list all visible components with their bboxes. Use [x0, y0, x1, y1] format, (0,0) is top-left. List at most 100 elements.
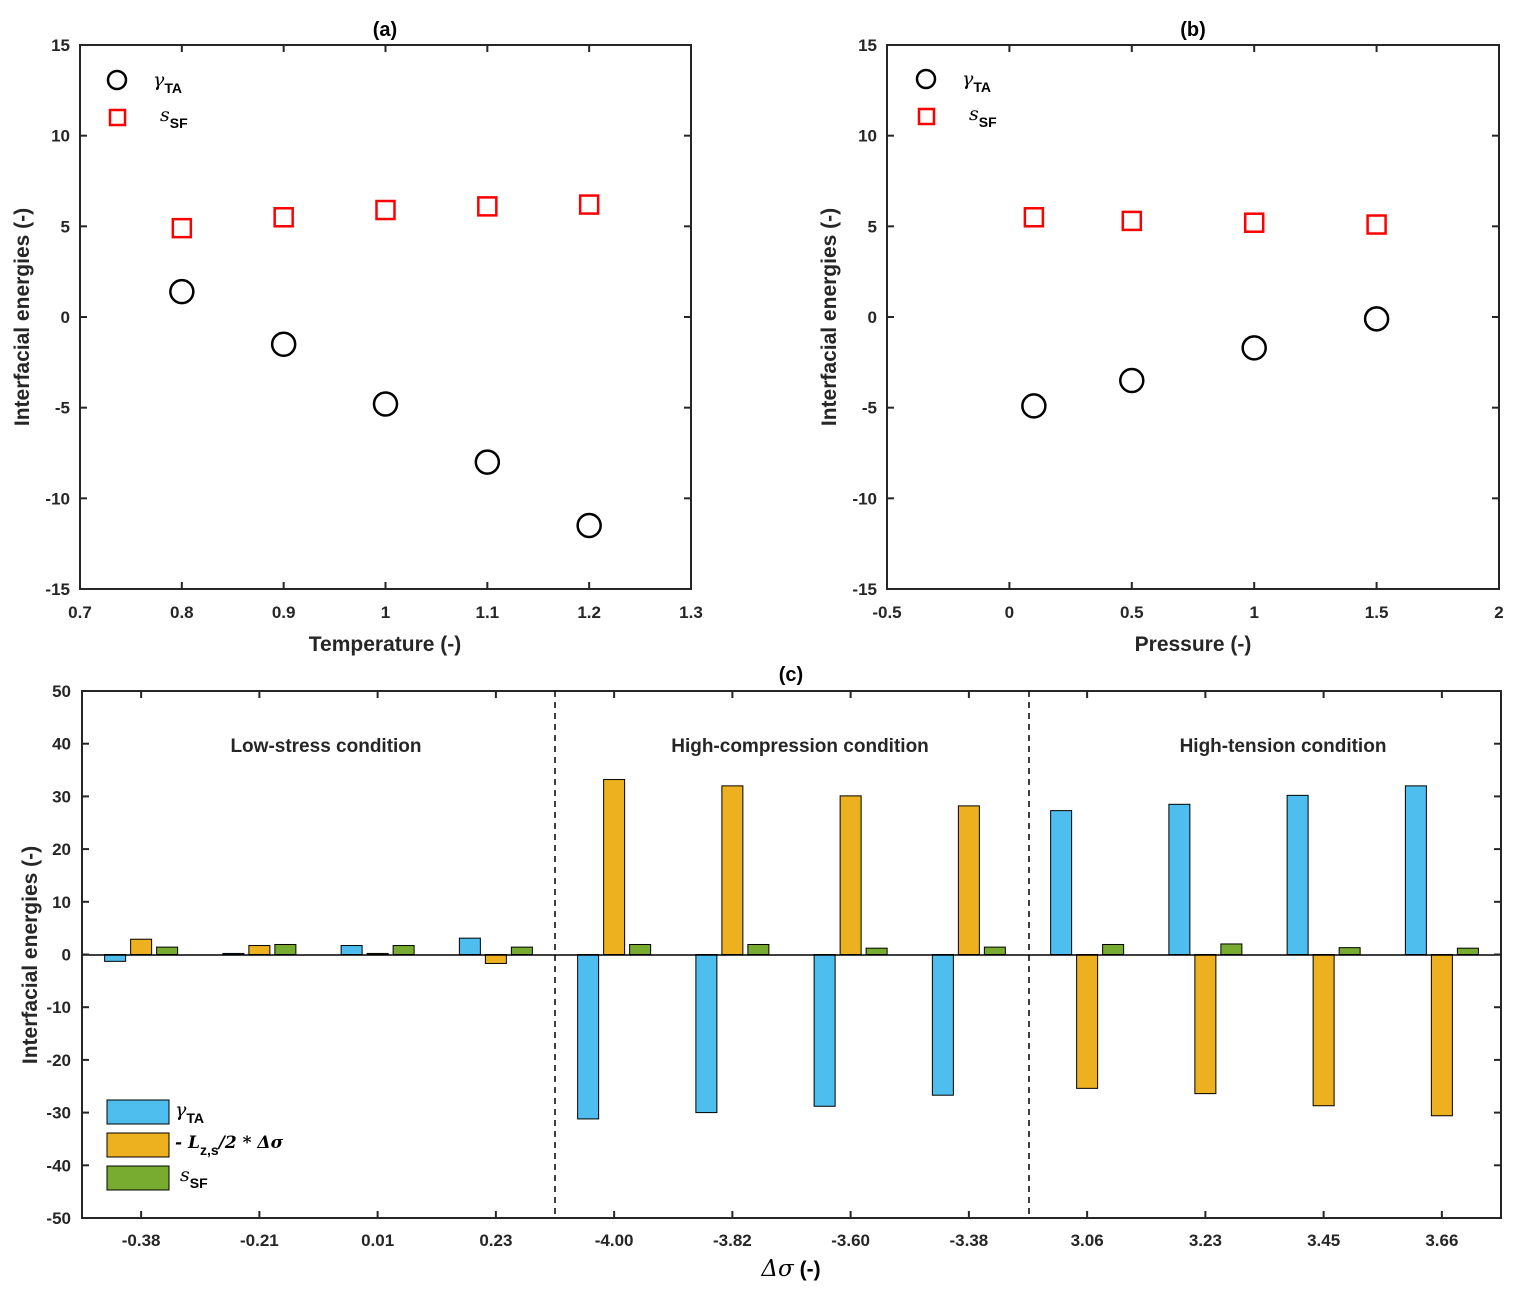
bar-l [603, 779, 626, 956]
panel-c-ytick-label: 10 [52, 893, 71, 912]
panel-a-xtick-label: 0.8 [170, 603, 194, 622]
bar-l [721, 785, 744, 955]
panel-b-point-gamma [1119, 367, 1145, 394]
bar-gamma [695, 954, 718, 1114]
panel-c-xtick-label: 3.23 [1189, 1231, 1222, 1250]
panel-a-point-gamma [474, 449, 501, 475]
panel-b-point-gamma [1021, 393, 1047, 419]
bar-s [392, 945, 415, 956]
svg-text:sSF: sSF [180, 1164, 208, 1191]
panel-a-point-s [477, 196, 498, 217]
panel-b-ytick-label: -5 [862, 399, 877, 418]
panel-c-xtick-label: -3.82 [713, 1231, 752, 1250]
bar-l [1194, 954, 1217, 1095]
panel-a-xtick-label: 0.9 [272, 603, 296, 622]
panel-a-point-gamma [169, 278, 195, 305]
panel-c-xtick-label: 3.66 [1425, 1231, 1458, 1250]
legend-entry-s: s [180, 1164, 190, 1186]
panel-c-ytick-label: -40 [46, 1156, 71, 1175]
legend-square-marker [917, 107, 936, 126]
legend-entry-gamma: γ [962, 68, 974, 90]
panel-a-ytick-label: 0 [61, 308, 70, 327]
panel-a-point-s [578, 194, 600, 215]
svg-text:- Lz,s/2 * Δσ: - Lz,s/2 * Δσ [175, 1133, 284, 1158]
panel-b-point-gamma [1363, 306, 1390, 332]
panel-b-xtick-label: 1.5 [1365, 603, 1389, 622]
legend-swatch-gamma [106, 1099, 170, 1125]
panel-b-ytick-label: 10 [858, 127, 877, 146]
panel-c-ytick-label: 40 [52, 735, 71, 754]
panel-b-xlabel: Pressure (-) [1135, 633, 1252, 656]
panel-c-ylabel: Interfacial energies (-) [19, 846, 42, 1064]
panel-a-point-s [375, 199, 396, 221]
xlabel-delta-sigma: Δσ [760, 1256, 795, 1282]
panel-b-ytick-label: 15 [858, 36, 877, 55]
panel-a-xtick-label: 0.7 [68, 603, 92, 622]
legend-circle-marker [106, 69, 128, 91]
panel-a-ytick-label: 15 [51, 36, 70, 55]
legend-circle-marker [915, 68, 937, 90]
panel-c-ytick-label: -30 [46, 1104, 71, 1123]
panel-a-point-s [171, 217, 193, 239]
bar-s [510, 946, 533, 956]
panel-c-xtick-label: 3.45 [1307, 1231, 1340, 1250]
bar-gamma [1286, 794, 1309, 956]
panel-c-xtick-label: 3.06 [1071, 1231, 1104, 1250]
legend-entry-s: s [969, 103, 979, 125]
bar-gamma [1050, 810, 1073, 956]
legend-entry-s: s [160, 104, 170, 126]
bar-l [130, 938, 153, 955]
xlabel-unit: (-) [800, 1258, 821, 1281]
bar-gamma [577, 954, 600, 1120]
panel-a-title: (a) [373, 19, 397, 41]
bar-s [1102, 943, 1125, 955]
panel-a-xtick-label: 1.1 [476, 603, 500, 622]
bar-l [957, 805, 980, 955]
bar-gamma [813, 954, 836, 1107]
panel-b-ytick-label: 0 [868, 308, 877, 327]
bar-s [983, 946, 1006, 956]
svg-text:sSF: sSF [969, 103, 997, 130]
panel-a-point-gamma [576, 512, 602, 539]
legend-swatch-s [106, 1165, 170, 1191]
panel-b-xtick-label: 2 [1494, 603, 1503, 622]
svg-text:γTA: γTA [962, 68, 991, 95]
bar-l [1076, 954, 1099, 1089]
panel-c-xtick-label: -4.00 [595, 1231, 634, 1250]
bar-gamma [1168, 803, 1191, 955]
bar-l [1430, 954, 1453, 1117]
region-label-high-tension: High-tension condition [1180, 736, 1387, 757]
panel-a-legend: γTA sSF [106, 69, 188, 131]
panel-b-ytick-label: 5 [868, 217, 877, 236]
region-label-high-compression: High-compression condition [671, 736, 929, 757]
panel-b-xtick-label: 0.5 [1120, 603, 1144, 622]
bar-l [839, 795, 862, 955]
panel-c-xlabel: Δσ (-) [760, 1256, 820, 1282]
panel-b-point-s [1023, 207, 1045, 228]
bar-s [1220, 943, 1243, 956]
panel-b-xtick-label: 1 [1249, 603, 1258, 622]
bar-s [1456, 947, 1479, 956]
bar-s [274, 943, 297, 955]
panel-c-title: (c) [779, 664, 803, 686]
panel-a-ytick-label: -5 [55, 399, 70, 418]
svg-text:sSF: sSF [160, 104, 188, 131]
panel-c-ytick-label: -50 [46, 1209, 71, 1228]
panel-a-point-s [273, 207, 294, 228]
panel-c-xtick-label: 0.01 [361, 1231, 394, 1250]
panel-c-ytick-label: 30 [52, 787, 71, 806]
svg-text:γTA: γTA [153, 69, 182, 96]
bar-gamma [931, 954, 954, 1096]
panel-a-xtick-label: 1 [381, 603, 390, 622]
panel-c-xtick-label: -3.38 [950, 1231, 989, 1250]
panel-c-xtick-label: -0.21 [240, 1231, 279, 1250]
panel-a-ytick-label: 5 [61, 217, 70, 236]
panel-a-ytick-label: -15 [45, 580, 70, 599]
panel-c-xtick-label: -0.38 [122, 1231, 161, 1250]
bar-s [747, 943, 770, 955]
panel-b: (b) -0.5 0 0.5 1 1.5 2 -15 -10 -5 0 5 10 15 Pressure… [818, 19, 1504, 656]
legend-entry-l: - L [175, 1133, 200, 1153]
legend-entry-s-sub: SF [170, 115, 188, 131]
legend-entry-s-sub: SF [979, 114, 997, 130]
